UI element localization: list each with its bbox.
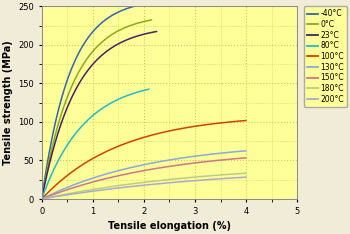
80°C xyxy=(103,105,107,108)
200°C xyxy=(212,178,216,181)
180°C xyxy=(244,172,248,175)
150°C xyxy=(212,159,216,162)
180°C xyxy=(40,197,44,200)
130°C xyxy=(212,153,216,155)
150°C xyxy=(161,166,165,169)
Line: 0°C: 0°C xyxy=(42,20,152,199)
80°C xyxy=(104,105,108,108)
180°C xyxy=(161,179,166,182)
80°C xyxy=(105,104,110,106)
80°C xyxy=(147,88,151,91)
150°C xyxy=(40,197,44,200)
180°C xyxy=(40,198,44,201)
-40°C xyxy=(144,2,148,5)
Line: 23°C: 23°C xyxy=(42,32,157,199)
130°C xyxy=(225,151,229,154)
0°C xyxy=(132,23,137,26)
Line: 150°C: 150°C xyxy=(42,158,246,199)
200°C xyxy=(40,198,44,201)
100°C xyxy=(225,121,229,124)
Line: 130°C: 130°C xyxy=(42,151,246,199)
-40°C xyxy=(128,6,132,9)
23°C xyxy=(144,32,148,35)
180°C xyxy=(212,174,216,177)
100°C xyxy=(244,119,248,122)
80°C xyxy=(130,92,134,95)
-40°C xyxy=(104,18,108,21)
23°C xyxy=(40,198,44,201)
180°C xyxy=(165,178,169,181)
100°C xyxy=(161,131,165,134)
0°C xyxy=(105,37,109,40)
0°C xyxy=(40,198,44,201)
23°C xyxy=(155,30,159,33)
100°C xyxy=(161,131,166,134)
130°C xyxy=(165,159,169,162)
100°C xyxy=(40,198,44,201)
Legend: -40°C, 0°C, 23°C, 80°C, 100°C, 130°C, 150°C, 180°C, 200°C: -40°C, 0°C, 23°C, 80°C, 100°C, 130°C, 15… xyxy=(303,6,347,107)
130°C xyxy=(161,160,166,162)
80°C xyxy=(137,90,141,93)
-40°C xyxy=(40,198,44,201)
-40°C xyxy=(102,19,106,22)
-40°C xyxy=(40,195,44,198)
80°C xyxy=(40,197,44,199)
130°C xyxy=(161,160,165,163)
100°C xyxy=(212,122,216,125)
130°C xyxy=(40,198,44,201)
Line: 180°C: 180°C xyxy=(42,173,246,199)
130°C xyxy=(244,149,248,152)
23°C xyxy=(136,34,141,37)
200°C xyxy=(161,182,166,185)
200°C xyxy=(225,177,229,180)
-40°C xyxy=(134,4,139,7)
100°C xyxy=(40,197,44,200)
Y-axis label: Tensile strength (MPa): Tensile strength (MPa) xyxy=(3,40,13,165)
130°C xyxy=(40,197,44,200)
Line: 200°C: 200°C xyxy=(42,177,246,199)
0°C xyxy=(139,21,144,24)
80°C xyxy=(40,198,44,201)
23°C xyxy=(110,46,114,49)
23°C xyxy=(40,196,44,198)
180°C xyxy=(161,179,165,182)
23°C xyxy=(108,48,112,50)
Line: -40°C: -40°C xyxy=(42,4,146,199)
150°C xyxy=(225,158,229,161)
0°C xyxy=(40,196,44,198)
0°C xyxy=(107,35,111,38)
200°C xyxy=(161,182,165,185)
0°C xyxy=(105,37,109,39)
150°C xyxy=(244,156,248,159)
200°C xyxy=(40,197,44,200)
200°C xyxy=(165,182,169,184)
180°C xyxy=(225,173,229,176)
-40°C xyxy=(102,20,106,22)
Line: 100°C: 100°C xyxy=(42,121,246,199)
100°C xyxy=(165,130,169,133)
Line: 80°C: 80°C xyxy=(42,89,149,199)
150°C xyxy=(165,165,169,168)
150°C xyxy=(161,166,166,169)
150°C xyxy=(40,198,44,201)
200°C xyxy=(244,176,248,179)
0°C xyxy=(149,18,154,21)
X-axis label: Tensile elongation (%): Tensile elongation (%) xyxy=(108,221,231,231)
23°C xyxy=(108,48,112,51)
